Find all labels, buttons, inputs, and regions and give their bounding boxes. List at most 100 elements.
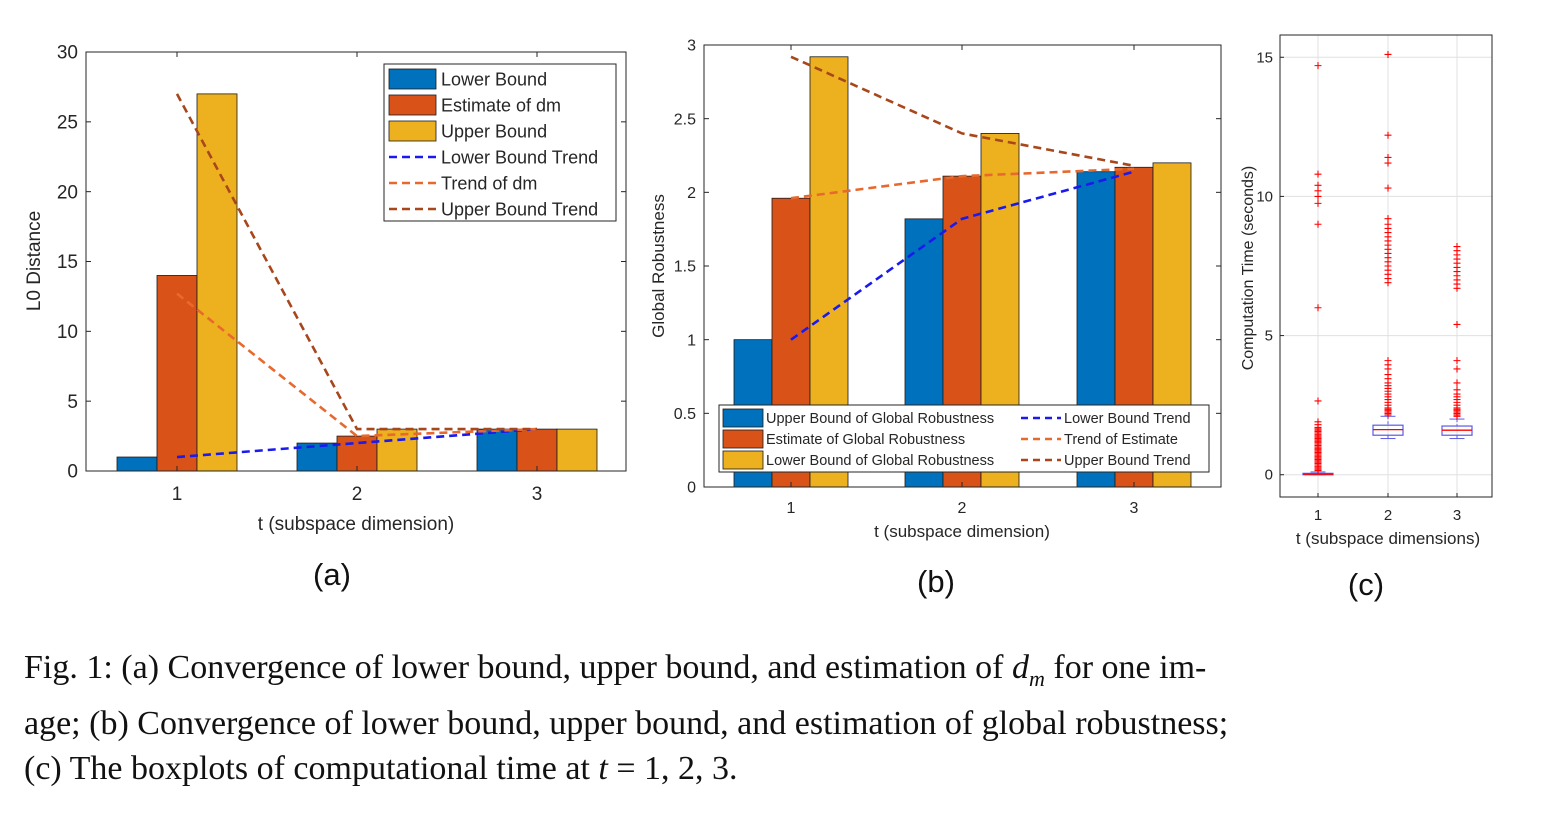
panel-a-x-ticks: 1 2 3 xyxy=(172,52,543,505)
panel-c-outlier-3 xyxy=(1453,320,1461,328)
panel-b-trend-lines xyxy=(790,55,1135,341)
panel-c-boxplots xyxy=(1302,50,1473,476)
panel-a-ytick-label: 10 xyxy=(57,322,78,343)
panel-b-legend-swatch xyxy=(722,408,764,428)
caption-var-d: d xyxy=(1012,649,1029,686)
panel-c-outlier-3 xyxy=(1453,379,1461,387)
panel-a-bar-lower-bound-1 xyxy=(116,456,158,472)
panel-b-legend: Upper Bound of Global Robustness Estimate… xyxy=(718,404,1210,473)
panel-a-label: (a) xyxy=(313,557,351,592)
panel-c-outlier-1 xyxy=(1314,62,1322,70)
panel-c-xlabel: t (subspace dimensions) xyxy=(1296,529,1480,548)
panel-b-legend-label: Estimate of Global Robustness xyxy=(766,432,965,448)
panel-b-legend-swatch xyxy=(722,450,764,470)
panel-c-outlier-1 xyxy=(1314,199,1322,207)
panel-b-legend-swatch xyxy=(722,429,764,449)
panel-a-legend-swatch xyxy=(388,68,437,90)
panel-b-x-ticks: 1 2 3 xyxy=(787,45,1139,517)
panel-c-outlier-3 xyxy=(1453,357,1461,365)
panel-a-legend-label: Upper Bound Trend xyxy=(441,200,598,220)
caption-var-m: m xyxy=(1029,665,1045,691)
panel-a-y-ticks: 0 5 10 15 20 25 30 xyxy=(57,43,626,483)
panel-b-ytick-label: 0 xyxy=(687,480,696,497)
panel-c-outlier-1 xyxy=(1314,397,1322,405)
panel-a-trend-upper-bound-trend xyxy=(175,93,537,431)
caption-line-2: age; (b) Convergence of lower bound, upp… xyxy=(24,704,1229,742)
panel-a-legend-label: Estimate of dm xyxy=(441,96,561,116)
panel-a-legend-label: Trend of dm xyxy=(441,174,537,194)
panel-b-xtick-label: 1 xyxy=(787,500,796,517)
panel-a-legend-swatch xyxy=(388,94,437,116)
panel-c-outlier-2 xyxy=(1384,215,1392,223)
panel-c-ytick-label: 10 xyxy=(1256,188,1273,205)
panel-a-ytick-label: 15 xyxy=(57,252,78,273)
panel-b-trend-trend-of-estimate xyxy=(790,167,1135,200)
panel-b-xtick-label: 3 xyxy=(1130,500,1139,517)
panel-c: 0 5 10 15 1 2 3 t (subspace dimensions) Compu… xyxy=(1240,34,1493,602)
panel-c-ytick-label: 5 xyxy=(1265,328,1273,345)
panel-a-trend-lower-bound-trend xyxy=(176,427,538,459)
panel-c-xtick-label: 3 xyxy=(1453,507,1461,524)
panel-b-trend-upper-bound-trend xyxy=(790,55,1135,168)
panel-a-legend-label: Lower Bound xyxy=(441,70,547,90)
panel-a-legend-swatch xyxy=(388,120,437,142)
panel-c-y-ticks: 0 5 10 15 xyxy=(1256,49,1284,484)
panel-a-xtick-label: 2 xyxy=(352,484,363,505)
panel-c-label: (c) xyxy=(1348,567,1384,602)
panel-c-outlier-3 xyxy=(1453,386,1461,394)
panel-b-y-ticks: 0 0.5 1 1.5 2 2.5 3 xyxy=(674,38,1221,497)
panel-a-ytick-label: 5 xyxy=(67,392,78,413)
panel-a-bar-estimate-of-dm-3 xyxy=(516,428,558,472)
panel-b-xtick-label: 2 xyxy=(958,500,967,517)
panel-a-xtick-label: 1 xyxy=(172,484,183,505)
panel-a-bar-estimate-of-dm-1 xyxy=(156,275,198,472)
panel-a-bar-upper-bound-1 xyxy=(196,93,238,472)
panel-c-outlier-3 xyxy=(1453,243,1461,251)
panel-c-outlier-3 xyxy=(1453,365,1461,373)
caption-line-3-prefix: (c) The boxplots of computational time a… xyxy=(24,749,599,787)
panel-b-legend-label: Upper Bound Trend xyxy=(1064,453,1191,469)
panel-c-axes-box xyxy=(1279,34,1493,498)
panel-b-trend-lower-bound-trend xyxy=(790,170,1135,341)
panel-b-legend-label: Upper Bound of Global Robustness xyxy=(766,411,994,427)
panel-a-ytick-label: 20 xyxy=(57,182,78,203)
panel-a-bar-lower-bound-3 xyxy=(476,428,518,472)
caption-line-3: (c) The boxplots of computational time a… xyxy=(24,746,1554,791)
panel-c-ytick-label: 0 xyxy=(1265,467,1273,484)
panel-a-xlabel: t (subspace dimension) xyxy=(258,514,454,535)
panel-c-ytick-label: 15 xyxy=(1256,49,1273,66)
panel-a-bar-lower-bound-2 xyxy=(296,442,338,472)
panel-c-outlier-2 xyxy=(1384,131,1392,139)
panel-b-legend-label: Lower Bound Trend xyxy=(1064,411,1191,427)
panel-c-outlier-1 xyxy=(1314,220,1322,228)
panel-c-outlier-1 xyxy=(1314,181,1322,189)
panel-c-outlier-2 xyxy=(1384,184,1392,192)
caption-line-3-rest: = 1, 2, 3. xyxy=(607,749,738,787)
panel-c-outlier-1 xyxy=(1314,304,1322,312)
panel-b-label: (b) xyxy=(917,564,955,599)
panel-b-ylabel: Global Robustness xyxy=(649,194,668,338)
panel-a-legend-box xyxy=(383,63,617,222)
panel-b-legend-label: Lower Bound of Global Robustness xyxy=(766,453,994,469)
panel-b-ytick-label: 1.5 xyxy=(674,259,696,276)
panel-c-outlier-2 xyxy=(1384,153,1392,161)
panel-a-ylabel: L0 Distance xyxy=(24,211,45,311)
panel-b-ytick-label: 1 xyxy=(687,332,696,349)
panel-b-legend-box xyxy=(718,404,1210,473)
panel-a-legend-label: Lower Bound Trend xyxy=(441,148,598,168)
panel-c-outlier-2 xyxy=(1384,357,1392,365)
panel-c-xtick-label: 1 xyxy=(1314,507,1322,524)
panel-a-ytick-label: 25 xyxy=(57,112,78,133)
panel-a-xtick-label: 3 xyxy=(532,484,543,505)
panel-b-xlabel: t (subspace dimension) xyxy=(874,522,1050,541)
panel-a-legend-label: Upper Bound xyxy=(441,122,547,142)
panel-c-outlier-2 xyxy=(1384,50,1392,58)
caption-var-t: t xyxy=(598,749,608,787)
panel-c-outlier-1 xyxy=(1314,418,1322,426)
caption-prefix: Fig. 1: (a) Convergence of lower bound, … xyxy=(24,649,1012,686)
panel-b-ytick-label: 0.5 xyxy=(674,406,696,423)
panel-b-legend-label: Trend of Estimate xyxy=(1064,432,1178,448)
panel-a-bars xyxy=(116,93,598,472)
